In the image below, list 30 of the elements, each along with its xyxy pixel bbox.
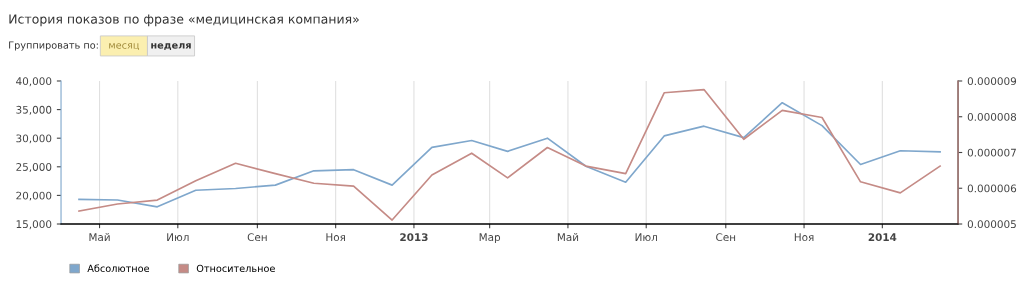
y2-tick-label: 0.000006 — [967, 184, 1017, 193]
y2-tick-label: 0.000005 — [967, 220, 1016, 229]
legend-label: Абсолютное — [87, 264, 150, 273]
x-tick-label: 2014 — [868, 233, 897, 242]
line-series — [78, 88, 941, 221]
x-tick-label: Ноя — [326, 233, 346, 242]
y-tick-label: 35,000 — [16, 105, 52, 115]
chart-title: История показов по фразе «медицинская компания» — [9, 14, 359, 27]
x-tick-label: Июл — [635, 233, 657, 242]
x-tick-label: Мар — [479, 233, 501, 244]
chart-subtitle: Группировать по: — [9, 41, 98, 51]
y2-tick-label: 0.000007 — [967, 148, 1016, 157]
y-tick-label: 40,000 — [16, 77, 52, 87]
y2-tick-label: 0.000008 — [967, 112, 1017, 121]
x-tick-label: Сен — [716, 233, 736, 242]
x-tick-label: Ноя — [794, 233, 814, 242]
legend-label: Относительное — [196, 264, 275, 273]
y-tick-label: 20,000 — [16, 191, 52, 201]
line-series — [78, 101, 941, 208]
y2-tick-label: 0.000009 — [967, 77, 1017, 86]
text: неделя — [151, 43, 191, 50]
x-tick-label: Сен — [247, 233, 267, 242]
y-tick-label: 25,000 — [16, 163, 52, 172]
y-tick-label: 30,000 — [16, 134, 52, 144]
text: месяц — [109, 43, 140, 50]
x-tick-label: Май — [557, 233, 579, 242]
x-tick-label: Июл — [167, 233, 189, 242]
x-tick-label: 2013 — [400, 233, 428, 242]
y-tick-label: 15,000 — [16, 220, 52, 230]
x-tick-label: Май — [89, 233, 110, 242]
